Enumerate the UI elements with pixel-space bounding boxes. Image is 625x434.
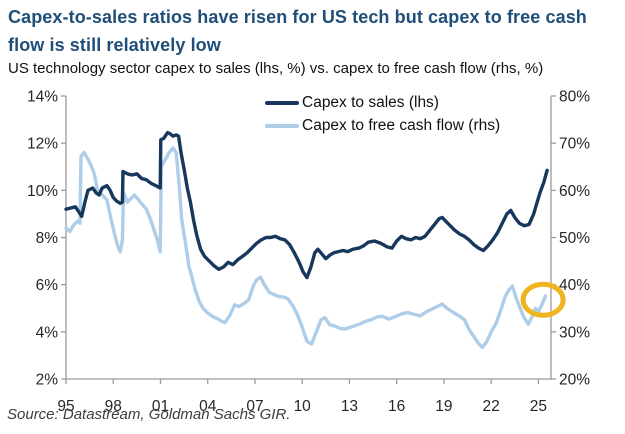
left-axis-label: 4% [36, 324, 59, 341]
x-axis-label: 16 [388, 398, 405, 415]
legend-swatch-capex-to-sales [265, 101, 299, 105]
right-axis-label: 80% [559, 89, 590, 106]
capex-to-fcf-line [64, 146, 548, 350]
right-axis-label: 60% [559, 183, 590, 200]
x-axis-label: 04 [199, 398, 217, 415]
left-axis-label: 10% [27, 183, 58, 200]
left-axis-label: 2% [36, 372, 59, 389]
right-axis-label: 40% [559, 277, 590, 294]
chart-legend: Capex to sales (lhs) Capex to free cash … [265, 94, 500, 135]
x-axis-label: 98 [105, 398, 122, 415]
highlight-ellipse [520, 281, 566, 318]
chart-subtitle: US technology sector capex to sales (lhs… [8, 60, 544, 77]
x-axis-label: 19 [435, 398, 452, 415]
x-axis-label: 95 [57, 398, 74, 415]
capex-to-sales-line [64, 130, 549, 280]
right-axis-label: 50% [559, 230, 590, 247]
x-axis-label: 13 [341, 398, 358, 415]
right-axis-label: 30% [559, 324, 590, 341]
x-axis-label: 10 [294, 398, 312, 415]
source-note: Source: Datastream, Goldman Sachs GIR. [7, 406, 291, 423]
x-axis-label: 22 [483, 398, 500, 415]
legend-item-capex-to-fcf: Capex to free cash flow (rhs) [265, 117, 500, 135]
x-axis-label: 01 [152, 398, 169, 415]
legend-label-capex-to-sales: Capex to sales (lhs) [302, 94, 439, 111]
x-axis-label: 25 [530, 398, 547, 415]
chart-title: Capex-to-sales ratios have risen for US … [8, 7, 587, 55]
right-axis-label: 20% [559, 372, 590, 389]
left-axis-label: 6% [36, 277, 59, 294]
right-axis-label: 70% [559, 136, 590, 153]
left-axis-label: 8% [36, 230, 59, 247]
left-axis-label: 12% [27, 136, 58, 153]
x-axis-label: 07 [246, 398, 263, 415]
legend-label-capex-to-fcf: Capex to free cash flow (rhs) [302, 117, 501, 134]
left-axis-label: 14% [27, 89, 58, 106]
legend-swatch-capex-to-fcf [265, 124, 299, 128]
legend-item-capex-to-sales: Capex to sales (lhs) [265, 94, 500, 112]
